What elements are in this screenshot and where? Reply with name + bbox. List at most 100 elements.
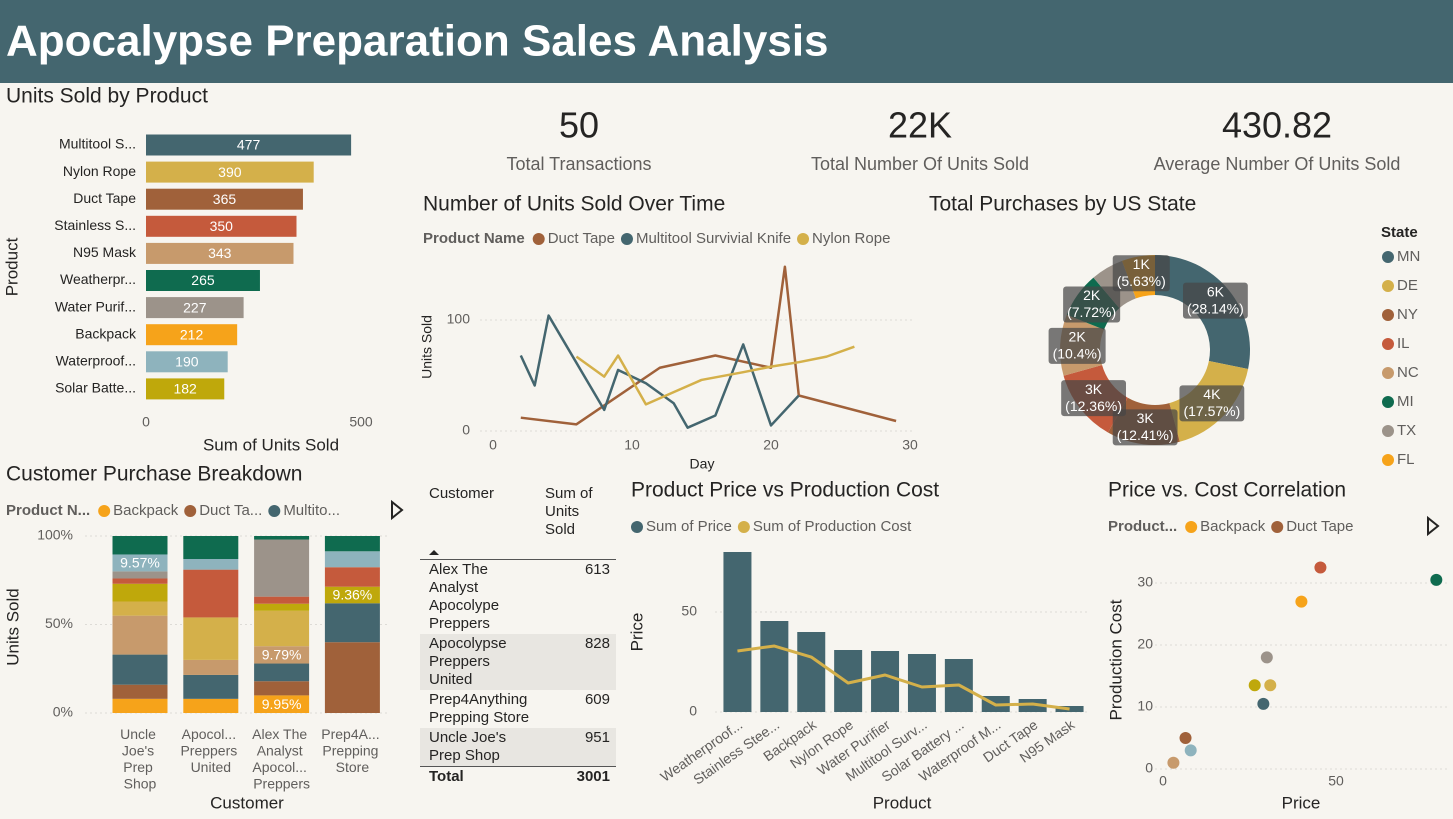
y-tick-label: Duct Tape bbox=[73, 190, 136, 206]
legend-label: Multito... bbox=[283, 502, 340, 519]
bar-segment bbox=[112, 601, 168, 616]
y-tick-label: 0% bbox=[53, 704, 73, 720]
bar-segment bbox=[112, 615, 168, 655]
bar-segment bbox=[324, 603, 380, 643]
bar-segment bbox=[254, 610, 310, 647]
legend-swatch bbox=[1185, 521, 1198, 533]
legend-label: DE bbox=[1397, 277, 1418, 294]
data-label-box bbox=[1063, 286, 1121, 323]
bar-segment bbox=[183, 569, 239, 618]
x-tick-label: 0 bbox=[1159, 773, 1167, 789]
legend-swatch bbox=[631, 521, 643, 533]
x-tick-label: 30 bbox=[902, 437, 918, 453]
y-tick-label: 10 bbox=[1137, 698, 1153, 714]
scatter-point bbox=[1314, 561, 1327, 574]
y-axis-label: Price bbox=[627, 613, 646, 652]
kpi-label: Total Transactions bbox=[506, 154, 651, 174]
bar-segment bbox=[254, 646, 310, 664]
y-tick-label: Nylon Rope bbox=[63, 163, 136, 179]
cell: 609 bbox=[584, 691, 610, 708]
bar-segment bbox=[254, 681, 310, 696]
legend-swatch bbox=[1271, 521, 1284, 533]
y-tick-label: Waterproof... bbox=[56, 353, 136, 369]
bar-segment bbox=[112, 578, 168, 584]
legend-label: Backpack bbox=[1200, 518, 1266, 535]
data-label: 6K bbox=[1207, 283, 1225, 299]
table-row: Apocolypse Preppers United 828 bbox=[420, 634, 616, 690]
bar bbox=[760, 621, 789, 712]
cell: Apocolypse Preppers United bbox=[420, 634, 536, 690]
y-axis-label: Units Sold bbox=[419, 315, 435, 379]
data-label: (7.72%) bbox=[1067, 304, 1116, 320]
bar-segment bbox=[324, 536, 380, 552]
legend-scroll-arrow[interactable] bbox=[1427, 515, 1440, 537]
y-tick-label: 30 bbox=[1137, 574, 1153, 590]
bar-segment bbox=[112, 536, 168, 555]
bar-segment bbox=[324, 642, 380, 713]
chart-title: Product Price vs Production Cost bbox=[631, 479, 939, 502]
chart-title: Units Sold by Product bbox=[6, 85, 208, 108]
legend-label: Sum of Production Cost bbox=[753, 518, 912, 535]
legend-title: Product Name bbox=[423, 230, 525, 247]
data-label: 1K bbox=[1133, 256, 1151, 272]
bar-segment bbox=[112, 583, 168, 602]
bar-segment bbox=[254, 536, 310, 540]
data-label: (12.36%) bbox=[1065, 398, 1122, 414]
legend-label: Nylon Rope bbox=[812, 230, 890, 247]
kpi-value: 22K bbox=[888, 105, 952, 146]
y-tick-label: 100 bbox=[447, 311, 471, 327]
cell: 828 bbox=[536, 634, 616, 690]
legend-label: MN bbox=[1397, 248, 1420, 265]
bar-segment bbox=[183, 674, 239, 699]
bar-segment bbox=[183, 536, 239, 560]
bar bbox=[146, 378, 225, 400]
bar-segment bbox=[324, 551, 380, 568]
table-row: Uncle Joe's Prep Shop 951 bbox=[420, 728, 616, 767]
table-row: Prep4Anything Prepping Store 609 bbox=[420, 690, 616, 728]
x-tick-label: Uncle Joe's Prep Shop bbox=[120, 726, 160, 792]
y-axis-label: Production Cost bbox=[1106, 599, 1125, 720]
bar-segment bbox=[112, 571, 168, 579]
sort-indicator[interactable] bbox=[429, 550, 439, 555]
scatter-point bbox=[1184, 744, 1197, 757]
bar bbox=[146, 215, 297, 237]
column-header[interactable]: Customer bbox=[420, 484, 536, 560]
legend-label: MI bbox=[1397, 393, 1414, 410]
data-label: (28.14%) bbox=[1187, 300, 1244, 316]
table-row: Alex The Analyst Apocolype Preppers 613 bbox=[420, 560, 616, 635]
x-tick-label: 0 bbox=[142, 414, 150, 430]
legend-label: Backpack bbox=[113, 502, 179, 519]
y-tick-label: 0 bbox=[1145, 760, 1153, 776]
bar-value-label: 477 bbox=[237, 137, 261, 153]
x-axis-label: Day bbox=[690, 456, 715, 472]
data-label-box bbox=[1182, 282, 1248, 319]
cell: 951 bbox=[536, 728, 616, 767]
legend-swatch bbox=[1382, 338, 1394, 350]
legend-swatch bbox=[1382, 425, 1394, 437]
bar-value-label: 350 bbox=[210, 218, 234, 234]
x-tick-label: 50 bbox=[1328, 773, 1344, 789]
bar-segment bbox=[112, 698, 168, 713]
y-tick-label: 50% bbox=[45, 615, 73, 631]
bar-segment bbox=[254, 663, 310, 682]
table-total: Total 3001 bbox=[420, 766, 616, 787]
legend-label: Sum of Price bbox=[646, 518, 732, 535]
data-label-box bbox=[1048, 327, 1106, 364]
bar-value-label: 182 bbox=[173, 381, 197, 397]
bar bbox=[146, 242, 294, 264]
column-header[interactable]: Sum of Units Sold bbox=[536, 484, 616, 560]
scatter-point bbox=[1179, 732, 1192, 744]
data-label: 4K bbox=[1203, 386, 1221, 402]
data-label: 9.57% bbox=[120, 555, 160, 571]
bar-segment bbox=[183, 559, 239, 570]
y-tick-label: Solar Batte... bbox=[55, 380, 136, 396]
legend-scroll-arrow[interactable] bbox=[391, 499, 404, 521]
bar-value-label: 227 bbox=[183, 299, 207, 315]
legend-title: State bbox=[1381, 224, 1418, 241]
kpi-value: 430.82 bbox=[1222, 105, 1332, 146]
page-title: Apocalypse Preparation Sales Analysis bbox=[6, 17, 829, 66]
bar-value-label: 190 bbox=[175, 354, 199, 370]
x-tick-label: Apocol... Preppers United bbox=[180, 726, 241, 775]
